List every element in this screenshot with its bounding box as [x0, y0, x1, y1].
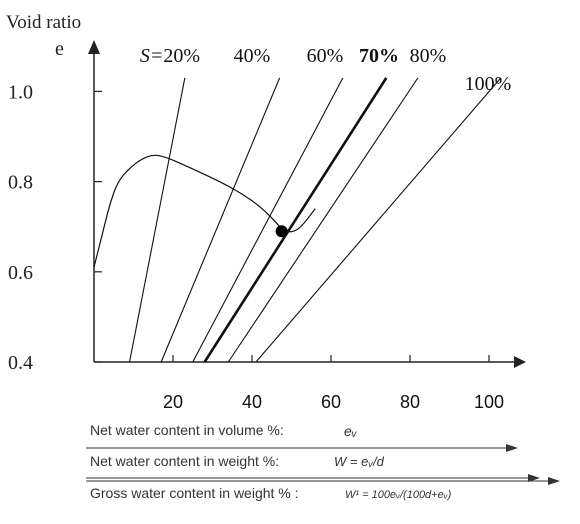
x-tick-label: 80 [400, 392, 420, 412]
net-water-volume-label: Net water content in volume %: [90, 422, 284, 438]
optimum-point [275, 225, 288, 238]
saturation-line [255, 77, 502, 363]
net-water-weight-symbol: W = eᵥ/d [334, 454, 385, 469]
saturation-line [227, 77, 419, 363]
x-tick-label: 20 [163, 392, 183, 412]
saturation-line-label: 80% [410, 45, 447, 67]
y-tick-label: 1.0 [8, 81, 33, 103]
saturation-line-label: 60% [307, 45, 344, 67]
saturation-line [129, 77, 186, 363]
saturation-line-label: 70% [359, 45, 399, 67]
gross-water-weight-label: Gross water content in weight % : [90, 485, 299, 501]
x-tick-label: 100 [474, 392, 504, 412]
x-axis-arrow [514, 356, 526, 368]
y-axis-symbol: e [55, 38, 64, 60]
y-tick-label: 0.8 [8, 172, 33, 194]
gross-water-weight-symbol: W¹ = 100eᵥ/(100d+eᵥ) [345, 489, 452, 501]
saturation-line-label: 40% [234, 45, 271, 67]
x-tick-label: 60 [321, 392, 341, 412]
compaction-curve [93, 154, 316, 268]
saturation-prefix: S= [140, 45, 164, 67]
saturation-line [160, 77, 281, 363]
x-tick-label: 40 [242, 392, 262, 412]
y-axis-arrow [88, 40, 100, 54]
net-water-weight-label: Net water content in weight %: [90, 453, 279, 469]
net-water-weight-arrow [528, 474, 540, 482]
saturation-lines-layer [129, 77, 502, 363]
y-tick-label: 0.4 [8, 352, 33, 374]
gross-water-weight-arrow [548, 477, 560, 485]
compaction-curve-layer [93, 154, 316, 268]
labels-layer: 1.0 0.8 0.6 0.4 20 40 60 80 100 Void ratio e S=20% 4… [6, 12, 511, 501]
saturation-line [203, 77, 388, 363]
y-axis-title: Void ratio [6, 12, 81, 33]
saturation-value: 20% [163, 45, 200, 67]
saturation-line-label: 100% [465, 73, 512, 95]
y-tick-label: 0.6 [8, 262, 33, 284]
saturation-line-label: S=20% [140, 45, 200, 67]
saturation-line [192, 77, 344, 363]
net-water-volume-symbol: eᵥ [344, 423, 358, 439]
net-water-volume-arrow [506, 444, 518, 452]
axes-layer [86, 40, 560, 485]
